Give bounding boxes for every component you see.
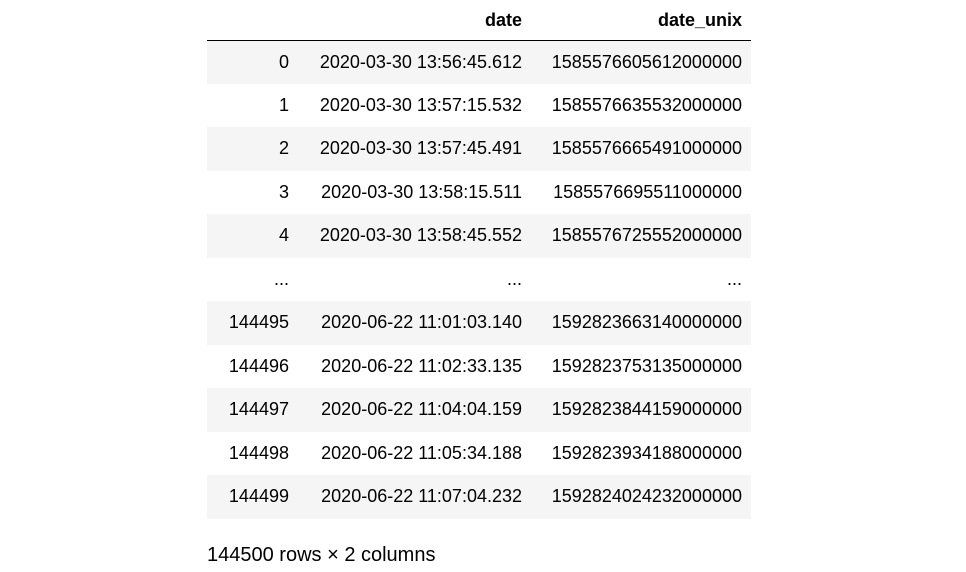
date-unix-cell: 1585576725552000000 [531,214,751,258]
date-unix-cell: 1592823844159000000 [531,388,751,432]
table-row: 144498 2020-06-22 11:05:34.188 159282393… [207,431,751,475]
date-cell: 2020-03-30 13:57:45.491 [298,127,531,171]
table-header: date date_unix [207,0,751,41]
table-row: 3 2020-03-30 13:58:15.511 15855766955110… [207,170,751,214]
row-index: 144495 [207,301,298,345]
table-row: 2 2020-03-30 13:57:45.491 15855766654910… [207,127,751,171]
row-index: 2 [207,127,298,171]
table-body: 0 2020-03-30 13:56:45.612 15855766056120… [207,40,751,519]
date-unix-cell: 1585576665491000000 [531,127,751,171]
date-cell: 2020-03-30 13:57:15.532 [298,83,531,127]
date-cell: 2020-03-30 13:56:45.612 [298,40,531,84]
table-row: 4 2020-03-30 13:58:45.552 15855767255520… [207,214,751,258]
date-unix-cell: ... [531,257,751,301]
row-index: 144496 [207,344,298,388]
date-unix-cell: 1592823663140000000 [531,301,751,345]
date-cell: ... [298,257,531,301]
row-index: 1 [207,83,298,127]
row-index: ... [207,257,298,301]
row-index: 3 [207,170,298,214]
date-cell: 2020-06-22 11:01:03.140 [298,301,531,345]
date-unix-cell: 1585576635532000000 [531,83,751,127]
dataframe-output: date date_unix 0 2020-03-30 13:56:45.612… [207,0,751,519]
table-row: 144499 2020-06-22 11:07:04.232 159282402… [207,475,751,519]
date-unix-cell: 1585576605612000000 [531,40,751,84]
row-index: 144498 [207,431,298,475]
row-index: 144499 [207,475,298,519]
dataframe-shape-caption: 144500 rows × 2 columns [207,544,436,566]
header-row: date date_unix [207,0,751,41]
date-column-header: date [298,0,531,41]
row-index: 144497 [207,388,298,432]
date-cell: 2020-03-30 13:58:15.511 [298,170,531,214]
date-cell: 2020-06-22 11:04:04.159 [298,388,531,432]
index-column-header [207,0,298,41]
table-row: 0 2020-03-30 13:56:45.612 15855766056120… [207,40,751,84]
table-row: 1 2020-03-30 13:57:15.532 15855766355320… [207,83,751,127]
table-row: 144497 2020-06-22 11:04:04.159 159282384… [207,388,751,432]
ellipsis-row: ... ... ... [207,257,751,301]
date-unix-cell: 1592823934188000000 [531,431,751,475]
table-row: 144496 2020-06-22 11:02:33.135 159282375… [207,344,751,388]
date-cell: 2020-06-22 11:05:34.188 [298,431,531,475]
date-unix-column-header: date_unix [531,0,751,41]
dataframe-table: date date_unix 0 2020-03-30 13:56:45.612… [207,0,751,519]
row-index: 0 [207,40,298,84]
date-unix-cell: 1592823753135000000 [531,344,751,388]
date-cell: 2020-06-22 11:02:33.135 [298,344,531,388]
date-unix-cell: 1592824024232000000 [531,475,751,519]
date-cell: 2020-03-30 13:58:45.552 [298,214,531,258]
date-cell: 2020-06-22 11:07:04.232 [298,475,531,519]
row-index: 4 [207,214,298,258]
date-unix-cell: 1585576695511000000 [531,170,751,214]
table-row: 144495 2020-06-22 11:01:03.140 159282366… [207,301,751,345]
